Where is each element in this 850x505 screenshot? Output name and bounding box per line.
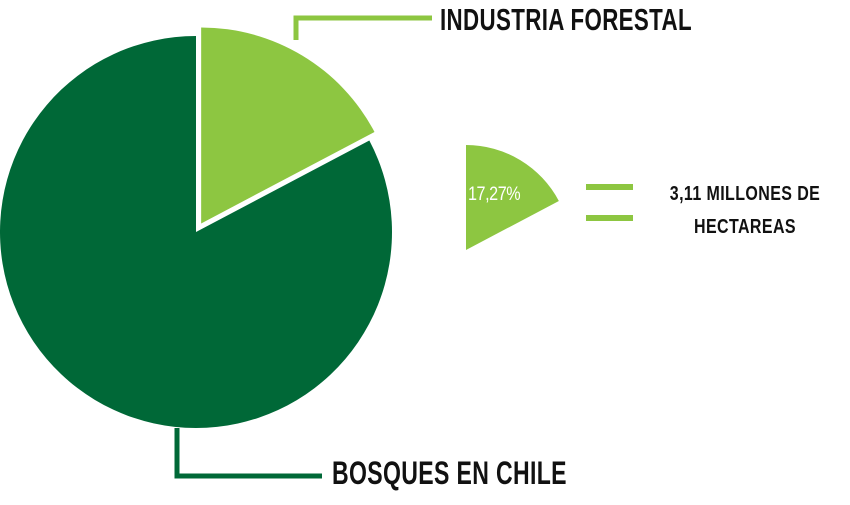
slice-label-industria-forestal: INDUSTRIA FORESTAL — [440, 2, 692, 37]
equals-bar-bottom — [586, 215, 633, 221]
leader-line-industria — [293, 15, 432, 40]
slice-label-bosques-en-chile: BOSQUES EN CHILE — [332, 455, 567, 491]
pie-slice-industria-forestal — [201, 27, 375, 224]
callout-wedge — [466, 145, 559, 250]
pie-slice-bosques-en-chile — [0, 36, 392, 428]
callout-percent-label: 17,27% — [468, 184, 521, 205]
pie-slices — [0, 27, 392, 428]
leader-line-bosques — [174, 428, 322, 479]
equals-bar-top — [586, 184, 633, 190]
callout-value-label: 3,11 MILLONES DE HECTAREAS — [669, 183, 821, 238]
